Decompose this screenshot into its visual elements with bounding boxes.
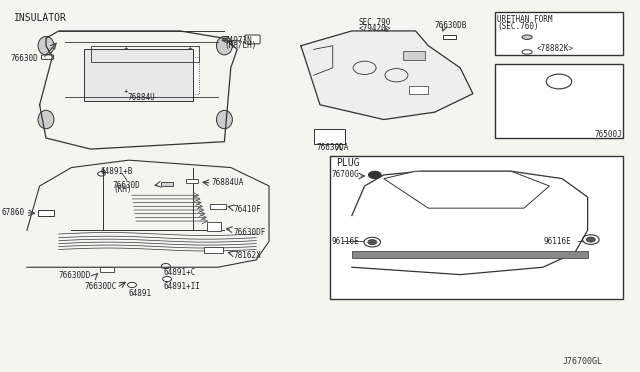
Text: J76700GL: J76700GL [562, 357, 602, 366]
Bar [352, 251, 588, 258]
Text: +: + [124, 88, 128, 94]
Text: SEC.790: SEC.790 [358, 18, 390, 27]
Bar [211, 204, 226, 209]
Text: +: + [124, 45, 128, 51]
Text: (SEC.760): (SEC.760) [497, 22, 539, 31]
Bar [403, 51, 425, 61]
Bar [207, 222, 221, 231]
Bar [314, 129, 346, 144]
Ellipse shape [38, 110, 54, 129]
Bar [204, 247, 223, 253]
Bar [443, 35, 456, 39]
Text: 76884U: 76884U [128, 93, 156, 102]
Text: 74973N: 74973N [225, 36, 252, 45]
FancyBboxPatch shape [245, 35, 260, 44]
Bar [38, 210, 54, 215]
Bar [84, 49, 193, 101]
Bar [495, 64, 623, 138]
Circle shape [368, 240, 377, 245]
Text: 64891+B: 64891+B [100, 167, 132, 176]
Ellipse shape [216, 110, 232, 129]
Polygon shape [352, 171, 588, 275]
Text: 64891+C: 64891+C [164, 268, 196, 277]
Text: 96116E: 96116E [543, 237, 571, 246]
Ellipse shape [216, 36, 232, 55]
Text: 76630DF: 76630DF [234, 228, 266, 237]
Text: 76630DB: 76630DB [435, 21, 467, 30]
Text: 76630DA: 76630DA [317, 144, 349, 153]
Text: 64891+II: 64891+II [164, 282, 201, 291]
Text: 67860: 67860 [1, 208, 24, 217]
Text: PLUG: PLUG [336, 158, 360, 168]
Ellipse shape [38, 36, 54, 55]
Text: (RH/LH): (RH/LH) [225, 41, 257, 50]
Bar [91, 46, 199, 62]
Bar [330, 157, 623, 299]
Circle shape [98, 171, 105, 176]
Text: 76630D: 76630D [113, 181, 141, 190]
Text: 76630D: 76630D [11, 54, 38, 63]
Ellipse shape [522, 35, 532, 39]
Text: 64891: 64891 [129, 289, 152, 298]
Text: +: + [188, 45, 191, 51]
Text: 76884UA: 76884UA [212, 178, 244, 187]
Text: INSULATOR: INSULATOR [14, 13, 67, 23]
Bar [173, 57, 199, 94]
Ellipse shape [522, 50, 532, 54]
Polygon shape [384, 171, 549, 208]
Text: 78162X: 78162X [234, 251, 262, 260]
Text: 76500J: 76500J [594, 130, 621, 139]
Bar [495, 13, 623, 55]
Text: 76630DC: 76630DC [84, 282, 116, 291]
Text: 76630DD: 76630DD [59, 271, 91, 280]
Text: <78882K>: <78882K> [537, 44, 573, 53]
Text: 76700G: 76700G [332, 170, 359, 179]
Text: URETHAN FORM: URETHAN FORM [497, 15, 553, 24]
Circle shape [586, 237, 595, 242]
Circle shape [369, 171, 381, 179]
Bar [97, 57, 122, 94]
Polygon shape [301, 31, 473, 119]
Circle shape [161, 263, 170, 269]
Bar [161, 182, 173, 186]
FancyBboxPatch shape [42, 55, 54, 60]
Text: 76410F: 76410F [234, 205, 262, 214]
Bar [135, 57, 161, 94]
Bar [186, 179, 198, 183]
Bar [100, 267, 114, 272]
Text: <79420>: <79420> [358, 24, 390, 33]
Circle shape [163, 276, 172, 282]
Bar [409, 86, 428, 94]
Text: (RH): (RH) [113, 185, 131, 194]
Circle shape [127, 282, 136, 288]
Text: 96116E: 96116E [332, 237, 359, 246]
